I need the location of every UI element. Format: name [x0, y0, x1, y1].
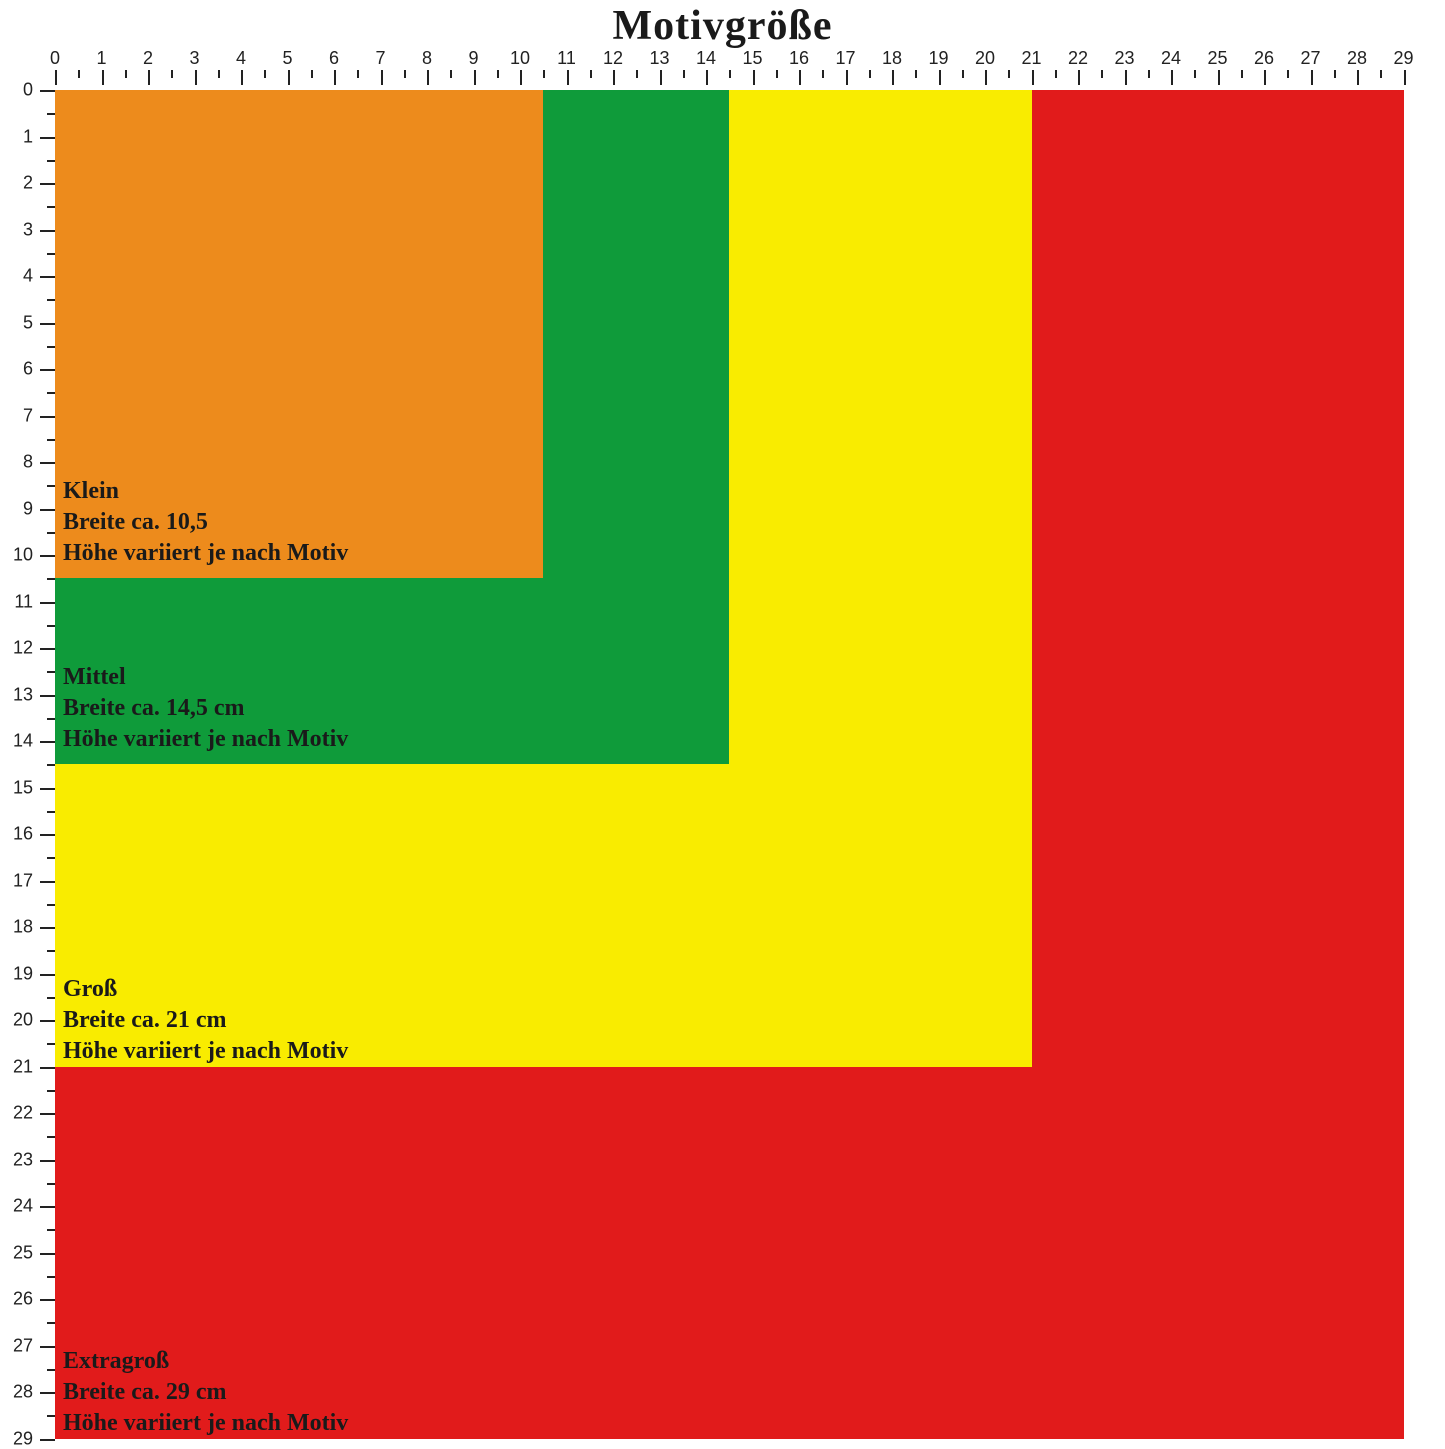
ruler-v-label: 23 — [13, 1149, 33, 1170]
ruler-h-label: 11 — [557, 48, 576, 69]
size-diagram: Motivgröße 01234567891011121314151617181… — [0, 0, 1445, 1445]
ruler-v-label: 14 — [13, 731, 33, 752]
ruler-v-label: 16 — [13, 824, 33, 845]
ruler-h-label: 4 — [236, 48, 246, 69]
ruler-v-label: 7 — [23, 405, 33, 426]
ruler-v-label: 17 — [13, 870, 33, 891]
ruler-v-label: 27 — [13, 1335, 33, 1356]
ruler-h-label: 2 — [143, 48, 153, 69]
ruler-v-label: 22 — [13, 1103, 33, 1124]
ruler-h-label: 22 — [1068, 48, 1088, 69]
ruler-h-label: 10 — [510, 48, 530, 69]
size-label-mittel: MittelBreite ca. 14,5 cmHöhe variiert je… — [63, 662, 348, 755]
ruler-h-label: 23 — [1114, 48, 1134, 69]
ruler-v-label: 12 — [13, 638, 33, 659]
size-label-line: Breite ca. 10,5 — [63, 507, 348, 538]
ruler-v-label: 13 — [13, 684, 33, 705]
ruler-h-label: 8 — [422, 48, 432, 69]
size-label-groß: GroßBreite ca. 21 cmHöhe variiert je nac… — [63, 974, 348, 1067]
ruler-v-label: 26 — [13, 1289, 33, 1310]
size-label-line: Breite ca. 29 cm — [63, 1377, 348, 1408]
ruler-v-label: 28 — [13, 1382, 33, 1403]
ruler-v-label: 1 — [23, 126, 33, 147]
ruler-h-label: 1 — [96, 48, 106, 69]
ruler-v-label: 24 — [13, 1196, 33, 1217]
ruler-h-label: 13 — [649, 48, 669, 69]
ruler-h-label: 3 — [189, 48, 199, 69]
size-label-line: Groß — [63, 974, 348, 1005]
ruler-v-label: 25 — [13, 1242, 33, 1263]
size-label-line: Extragroß — [63, 1346, 348, 1377]
ruler-h-label: 6 — [329, 48, 339, 69]
ruler-h-label: 15 — [742, 48, 762, 69]
ruler-v-label: 15 — [13, 777, 33, 798]
size-label-line: Höhe variiert je nach Motiv — [63, 1408, 348, 1439]
ruler-v-label: 0 — [23, 80, 33, 101]
ruler-h-label: 29 — [1393, 48, 1413, 69]
ruler-h-label: 24 — [1161, 48, 1181, 69]
ruler-v-label: 29 — [13, 1428, 33, 1449]
ruler-v-label: 10 — [13, 545, 33, 566]
ruler-v-label: 11 — [14, 591, 33, 612]
ruler-h-label: 5 — [282, 48, 292, 69]
ruler-h-label: 27 — [1300, 48, 1320, 69]
ruler-v-label: 8 — [23, 452, 33, 473]
ruler-v-label: 19 — [13, 963, 33, 984]
ruler-h-label: 17 — [835, 48, 855, 69]
size-label-line: Höhe variiert je nach Motiv — [63, 724, 348, 755]
ruler-v-label: 9 — [23, 498, 33, 519]
ruler-h-label: 18 — [882, 48, 902, 69]
size-label-line: Klein — [63, 476, 348, 507]
ruler-v-label: 5 — [23, 312, 33, 333]
ruler-v-label: 3 — [23, 219, 33, 240]
ruler-h-label: 0 — [50, 48, 60, 69]
ruler-h-label: 14 — [696, 48, 716, 69]
ruler-v-label: 6 — [23, 359, 33, 380]
ruler-v-label: 2 — [23, 173, 33, 194]
ruler-v-label: 20 — [13, 1010, 33, 1031]
ruler-h-label: 16 — [789, 48, 809, 69]
size-label-line: Breite ca. 21 cm — [63, 1005, 348, 1036]
size-label-extragroß: ExtragroßBreite ca. 29 cmHöhe variiert j… — [63, 1346, 348, 1439]
ruler-v-label: 18 — [13, 917, 33, 938]
ruler-h-label: 19 — [928, 48, 948, 69]
ruler-h-label: 25 — [1207, 48, 1227, 69]
diagram-title: Motivgröße — [0, 2, 1445, 50]
size-label-line: Höhe variiert je nach Motiv — [63, 538, 348, 569]
size-label-klein: KleinBreite ca. 10,5Höhe variiert je nac… — [63, 476, 348, 569]
size-label-line: Breite ca. 14,5 cm — [63, 693, 348, 724]
ruler-h-label: 7 — [375, 48, 385, 69]
ruler-h-label: 9 — [468, 48, 478, 69]
size-label-line: Höhe variiert je nach Motiv — [63, 1036, 348, 1067]
ruler-h-label: 28 — [1347, 48, 1367, 69]
ruler-v-label: 4 — [23, 266, 33, 287]
ruler-h-label: 20 — [975, 48, 995, 69]
ruler-h-label: 21 — [1021, 48, 1041, 69]
ruler-h-label: 12 — [603, 48, 623, 69]
ruler-v-label: 21 — [13, 1056, 33, 1077]
ruler-h-label: 26 — [1254, 48, 1274, 69]
size-label-line: Mittel — [63, 662, 348, 693]
